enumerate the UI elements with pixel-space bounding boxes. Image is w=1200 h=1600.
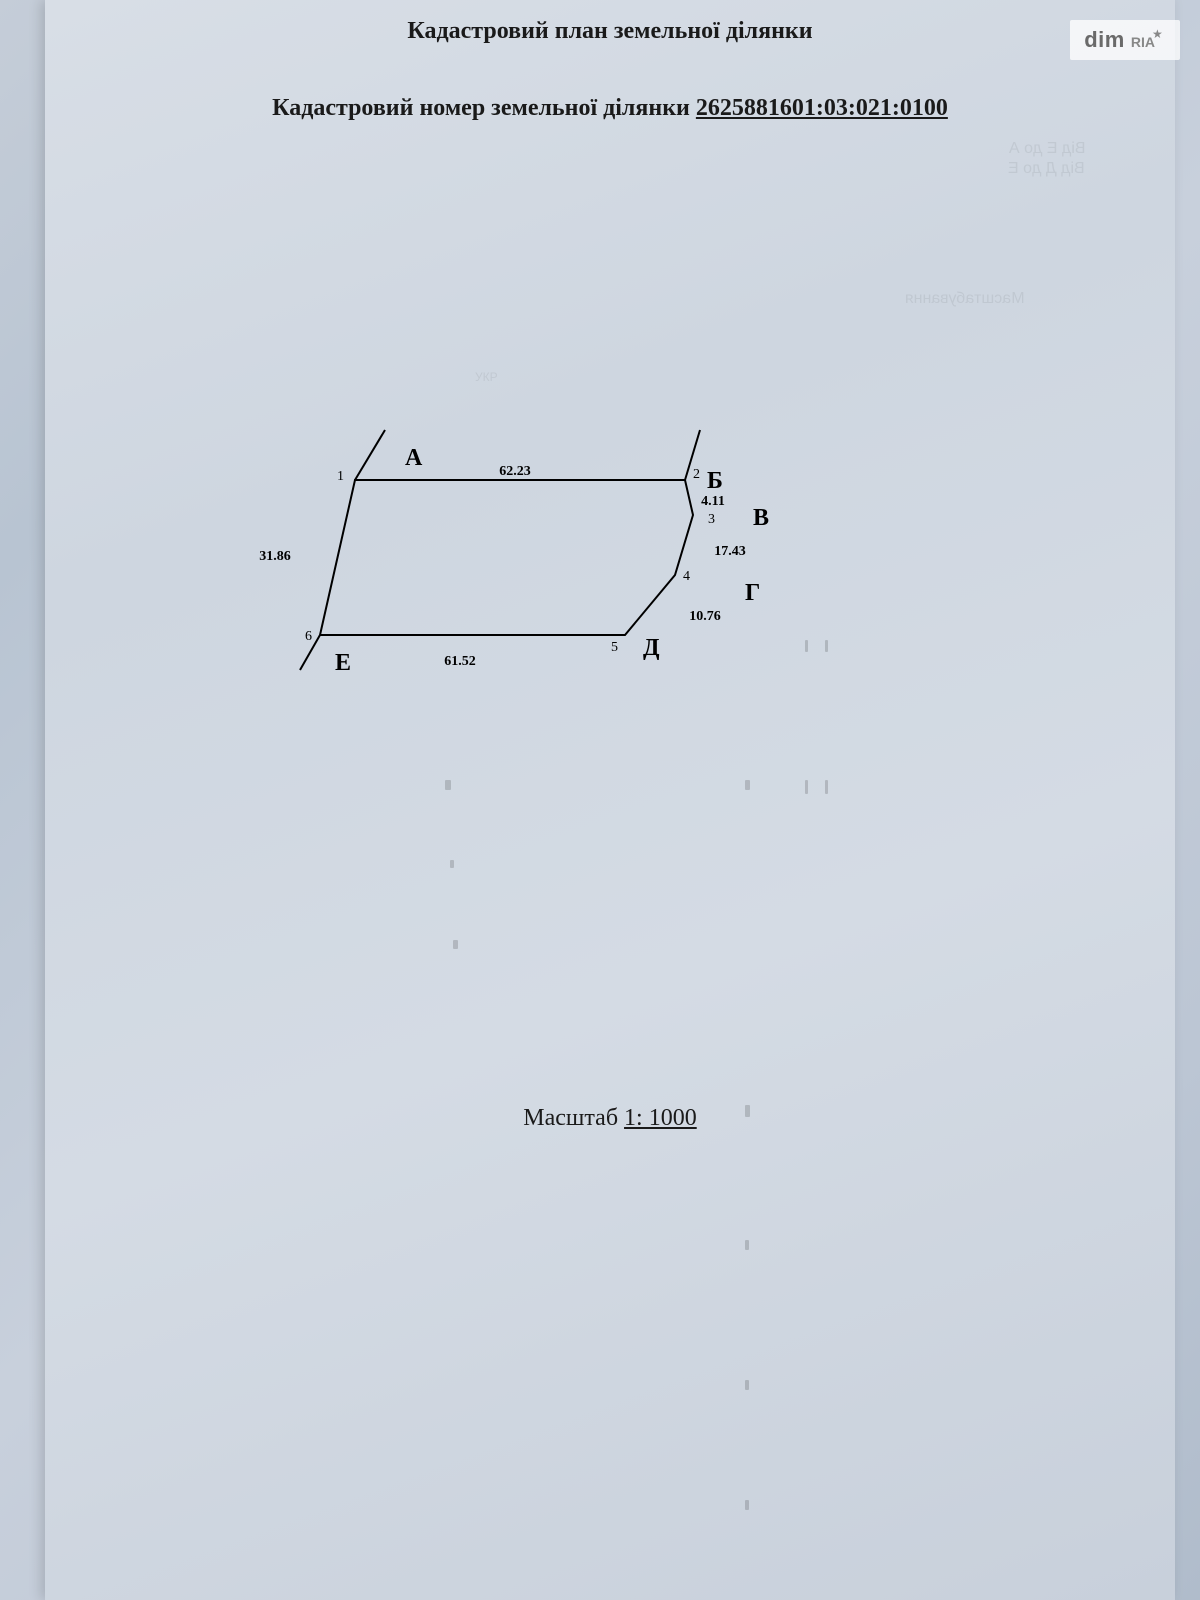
vertex-number: 4: [683, 569, 690, 584]
vertex-letter: Б: [707, 468, 723, 494]
vertex-number: 1: [337, 469, 344, 484]
vertex-letter: Е: [335, 650, 351, 676]
vertex-number: 5: [611, 640, 618, 655]
scan-noise: [825, 780, 828, 794]
cadastral-number: 2625881601:03:021:0100: [696, 95, 948, 121]
scan-noise: [825, 640, 828, 652]
vertex-number: 2: [693, 467, 700, 482]
edge-length: 10.76: [689, 609, 721, 624]
vertex-letter: Д: [643, 635, 660, 661]
scan-noise: [805, 780, 808, 794]
scan-noise: [453, 940, 458, 949]
extension-line: [355, 430, 385, 480]
vertex-letter: Г: [745, 580, 760, 606]
edge-length: 62.23: [499, 464, 531, 479]
scale-label: Масштаб: [523, 1105, 624, 1131]
vertex-number: 6: [305, 629, 312, 644]
watermark-badge: dim RIA★: [1070, 20, 1180, 60]
scan-noise: [745, 780, 750, 790]
scan-noise: [745, 1240, 749, 1250]
watermark-brand: dim: [1084, 27, 1125, 53]
scan-noise: [745, 1500, 749, 1510]
parcel-outline: [320, 480, 693, 635]
paper-sheet: Кадастровий план земельної ділянки Кадас…: [45, 0, 1175, 1600]
bleed-text: Масштабування: [905, 290, 1025, 308]
parcel-svg: 62.234.1117.4310.7661.5231.861А2Б3В4Г5Д6…: [265, 420, 865, 720]
cadastral-label: Кадастровий номер земельної ділянки: [272, 95, 696, 121]
star-icon: ★: [1152, 27, 1163, 41]
scan-noise: [450, 860, 454, 868]
vertex-number: 3: [708, 512, 715, 527]
scan-noise: [745, 1380, 749, 1390]
scan-noise: [745, 1105, 750, 1117]
page-title: Кадастровий план земельної ділянки: [45, 18, 1175, 45]
scan-noise: [805, 640, 808, 652]
edge-length: 61.52: [444, 654, 476, 669]
vertex-letter: В: [753, 505, 769, 531]
edge-length: 31.86: [259, 549, 291, 564]
edge-length: 4.11: [701, 494, 725, 509]
bleed-text: Від Е до А: [1009, 140, 1085, 158]
vertex-letter: А: [405, 445, 423, 471]
cadastral-line: Кадастровий номер земельної ділянки 2625…: [45, 95, 1175, 122]
edge-length: 17.43: [714, 544, 746, 559]
scan-noise: [445, 780, 451, 790]
bleed-text: УКР: [475, 370, 498, 384]
scale-value: 1: 1000: [624, 1105, 697, 1131]
scale-line: Масштаб 1: 1000: [45, 1105, 1175, 1132]
parcel-diagram: 62.234.1117.4310.7661.5231.861А2Б3В4Г5Д6…: [265, 420, 865, 720]
bleed-text: Від Д до Е: [1008, 160, 1085, 178]
